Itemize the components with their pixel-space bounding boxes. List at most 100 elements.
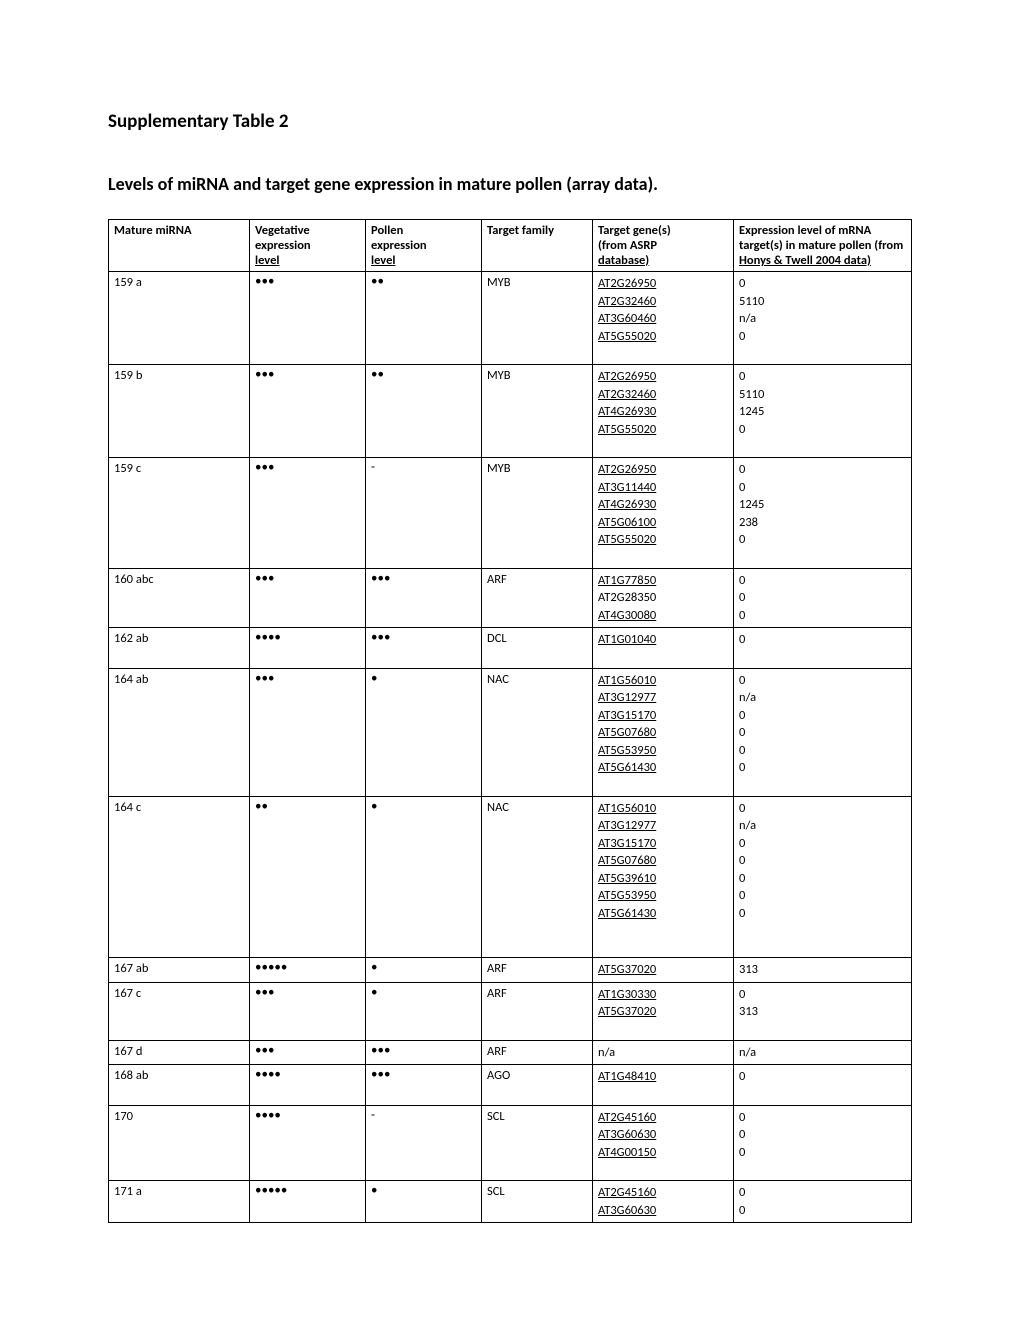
header-mirna: Mature miRNA bbox=[109, 220, 250, 272]
gene-link[interactable]: AT5G55020 bbox=[598, 421, 728, 439]
table-row: 167 c••••ARFAT1G30330AT5G370200313 bbox=[109, 982, 912, 1040]
expression-value: n/a bbox=[739, 817, 906, 835]
gene-link[interactable]: AT5G06100 bbox=[598, 514, 728, 532]
table-row: 164 ab••••NACAT1G56010AT3G12977AT3G15170… bbox=[109, 668, 912, 796]
gene-link[interactable]: AT1G01040 bbox=[598, 631, 728, 649]
cell-mirna: 160 abc bbox=[109, 568, 250, 628]
header-vegetative: Vegetative expression level bbox=[250, 220, 366, 272]
gene-link[interactable]: AT5G53950 bbox=[598, 887, 728, 905]
gene-link[interactable]: AT5G07680 bbox=[598, 724, 728, 742]
expression-value: 0 bbox=[739, 986, 906, 1004]
header-target-family: Target family bbox=[482, 220, 593, 272]
cell-mirna: 167 d bbox=[109, 1040, 250, 1065]
gene-link[interactable]: AT4G26930 bbox=[598, 403, 728, 421]
gene-link[interactable]: AT3G60630 bbox=[598, 1202, 728, 1220]
gene-link[interactable]: AT3G60460 bbox=[598, 310, 728, 328]
cell-genes: AT1G30330AT5G37020 bbox=[593, 982, 734, 1040]
gene-link[interactable]: AT1G56010 bbox=[598, 672, 728, 690]
gene-link[interactable]: AT2G26950 bbox=[598, 368, 728, 386]
gene-link[interactable]: AT1G30330 bbox=[598, 986, 728, 1004]
expression-value: 1245 bbox=[739, 496, 906, 514]
table-row: 168 ab•••••••AGOAT1G484100 bbox=[109, 1065, 912, 1106]
expression-value: 0 bbox=[739, 724, 906, 742]
table-row: 171 a••••••SCLAT2G45160AT3G6063000 bbox=[109, 1181, 912, 1223]
gene-link[interactable]: AT2G32460 bbox=[598, 386, 728, 404]
cell-genes: n/a bbox=[593, 1040, 734, 1065]
cell-family: MYB bbox=[482, 458, 593, 569]
cell-mirna: 167 c bbox=[109, 982, 250, 1040]
expression-value: 0 bbox=[739, 852, 906, 870]
cell-genes: AT1G48410 bbox=[593, 1065, 734, 1106]
cell-pollen: • bbox=[366, 668, 482, 796]
data-table: Mature miRNA Vegetative expression level… bbox=[108, 219, 912, 1223]
gene-link[interactable]: AT2G45160 bbox=[598, 1184, 728, 1202]
gene-link[interactable]: AT2G26950 bbox=[598, 461, 728, 479]
cell-vegetative: ••• bbox=[250, 365, 366, 458]
expression-value: 0 bbox=[739, 742, 906, 760]
gene-link[interactable]: AT2G32460 bbox=[598, 293, 728, 311]
gene-link[interactable]: AT3G15170 bbox=[598, 707, 728, 725]
expression-value: 0 bbox=[739, 531, 906, 549]
cell-vegetative: ••• bbox=[250, 668, 366, 796]
gene-link[interactable]: AT5G37020 bbox=[598, 961, 728, 979]
expression-value: 5110 bbox=[739, 293, 906, 311]
expression-value: 0 bbox=[739, 1126, 906, 1144]
gene-link[interactable]: AT3G12977 bbox=[598, 689, 728, 707]
table-row: 167 ab••••••ARFAT5G37020313 bbox=[109, 958, 912, 983]
cell-expression: 0 bbox=[734, 628, 912, 669]
expression-value: 0 bbox=[739, 328, 906, 346]
expression-value: 0 bbox=[739, 479, 906, 497]
expression-value: 0 bbox=[739, 1109, 906, 1127]
cell-family: DCL bbox=[482, 628, 593, 669]
cell-vegetative: •••• bbox=[250, 1105, 366, 1181]
gene-link[interactable]: AT5G53950 bbox=[598, 742, 728, 760]
cell-pollen: • bbox=[366, 982, 482, 1040]
cell-genes: AT2G26950AT2G32460AT3G60460AT5G55020 bbox=[593, 272, 734, 365]
cell-pollen: • bbox=[366, 796, 482, 958]
expression-value: 5110 bbox=[739, 386, 906, 404]
cell-expression: 0511012450 bbox=[734, 365, 912, 458]
gene-link[interactable]: AT5G07680 bbox=[598, 852, 728, 870]
cell-family: MYB bbox=[482, 365, 593, 458]
gene-link[interactable]: AT4G00150 bbox=[598, 1144, 728, 1162]
expression-value: 0 bbox=[739, 1202, 906, 1220]
cell-genes: AT1G56010AT3G12977AT3G15170AT5G07680AT5G… bbox=[593, 668, 734, 796]
cell-genes: AT5G37020 bbox=[593, 958, 734, 983]
cell-vegetative: ••• bbox=[250, 982, 366, 1040]
cell-expression: 313 bbox=[734, 958, 912, 983]
gene-link[interactable]: AT1G77850 bbox=[598, 572, 728, 590]
expression-value: 0 bbox=[739, 607, 906, 625]
cell-family: SCL bbox=[482, 1105, 593, 1181]
cell-pollen: - bbox=[366, 1105, 482, 1181]
cell-expression: 000 bbox=[734, 1105, 912, 1181]
gene-link[interactable]: AT2G26950 bbox=[598, 275, 728, 293]
gene-link[interactable]: AT5G55020 bbox=[598, 531, 728, 549]
gene-link[interactable]: AT3G12977 bbox=[598, 817, 728, 835]
gene-link[interactable]: AT3G11440 bbox=[598, 479, 728, 497]
gene-link[interactable]: AT4G26930 bbox=[598, 496, 728, 514]
cell-mirna: 171 a bbox=[109, 1181, 250, 1223]
gene-link[interactable]: AT1G56010 bbox=[598, 800, 728, 818]
gene-link[interactable]: AT3G15170 bbox=[598, 835, 728, 853]
gene-link[interactable]: AT5G37020 bbox=[598, 1003, 728, 1021]
gene-link[interactable]: AT3G60630 bbox=[598, 1126, 728, 1144]
cell-mirna: 159 a bbox=[109, 272, 250, 365]
cell-pollen: - bbox=[366, 458, 482, 569]
cell-genes: AT2G26950AT2G32460AT4G26930AT5G55020 bbox=[593, 365, 734, 458]
gene-link[interactable]: AT5G61430 bbox=[598, 759, 728, 777]
expression-value: 1245 bbox=[739, 403, 906, 421]
expression-value: 0 bbox=[739, 1184, 906, 1202]
gene-link[interactable]: AT4G30080 bbox=[598, 607, 728, 625]
gene-link[interactable]: AT5G39610 bbox=[598, 870, 728, 888]
cell-expression: 00 bbox=[734, 1181, 912, 1223]
expression-value: 0 bbox=[739, 800, 906, 818]
expression-value: 0 bbox=[739, 759, 906, 777]
gene-link[interactable]: AT5G61430 bbox=[598, 905, 728, 923]
gene-link[interactable]: AT2G45160 bbox=[598, 1109, 728, 1127]
expression-value: 0 bbox=[739, 461, 906, 479]
expression-value: 0 bbox=[739, 707, 906, 725]
gene-link[interactable]: AT1G48410 bbox=[598, 1068, 728, 1086]
gene-text: AT2G28350 bbox=[598, 589, 728, 607]
gene-link[interactable]: AT5G55020 bbox=[598, 328, 728, 346]
cell-vegetative: •• bbox=[250, 796, 366, 958]
